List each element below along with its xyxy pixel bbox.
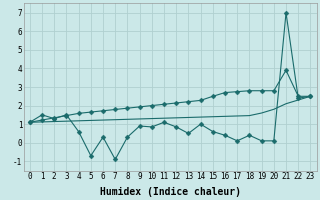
X-axis label: Humidex (Indice chaleur): Humidex (Indice chaleur) bbox=[100, 186, 241, 197]
